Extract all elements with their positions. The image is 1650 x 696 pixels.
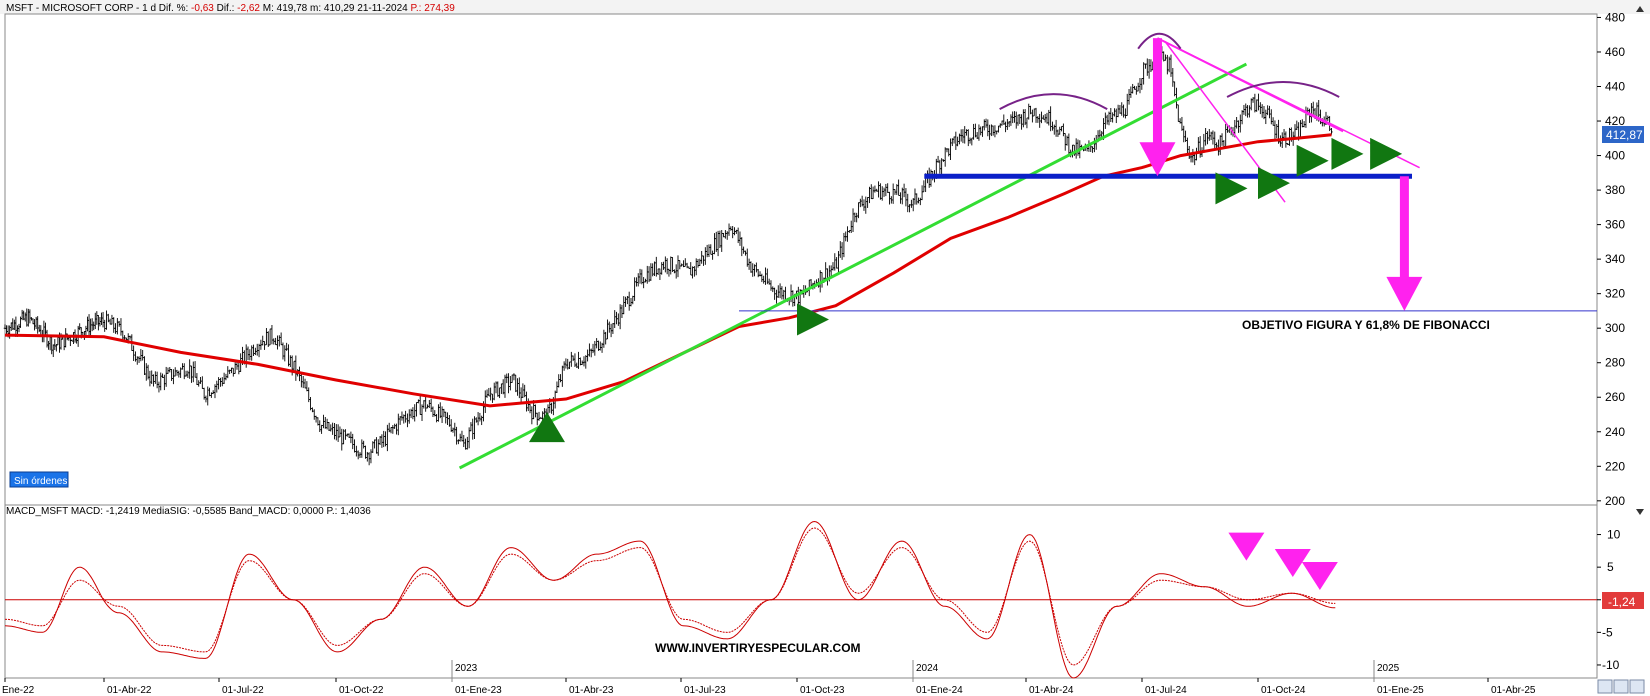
y-tick-label: 260 [1605, 390, 1625, 404]
y-tick-label: 360 [1605, 218, 1625, 232]
buy-marker [1296, 144, 1329, 177]
scroll-up-icon[interactable] [1636, 6, 1644, 12]
x-tick-label: 01-Oct-22 [339, 685, 384, 696]
x-tick-label: 01-Jul-24 [1145, 685, 1187, 696]
target-drop-arrow [1386, 176, 1423, 311]
buy-marker [1370, 137, 1403, 170]
macd-y-tick-label: -5 [1602, 625, 1613, 639]
x-tick-label: 01-Jul-23 [684, 685, 726, 696]
left-shoulder-arc [999, 93, 1108, 111]
buy-marker [1331, 137, 1364, 170]
right-shoulder-arc [1226, 81, 1340, 98]
x-tick-label: 01-Abr-24 [1029, 685, 1074, 696]
y-tick-label: 300 [1605, 321, 1625, 335]
price-y-axis: 200 220 240 260 280 300 320 340 360 380 400 420 440 4… [1597, 10, 1625, 508]
macd-signal-line [4, 527, 1336, 666]
macd-line [4, 520, 1336, 679]
orders-badge[interactable]: Sin órdenes [9, 471, 69, 488]
buy-marker [1258, 167, 1290, 200]
y-tick-label: 400 [1605, 149, 1625, 163]
macd-y-tick-label: -10 [1602, 658, 1620, 672]
chart-overlays [4, 32, 1597, 470]
x-tick-label: 01-Ene-24 [916, 685, 963, 696]
y-tick-label: 220 [1605, 459, 1625, 473]
arrow-shaft [1152, 38, 1162, 145]
price-panel-frame [4, 13, 1598, 507]
y-tick-label: 420 [1605, 114, 1625, 128]
macd-y-axis: 1050-5-10 [1597, 528, 1621, 672]
target-annotation: OBJETIVO FIGURA Y 61,8% DE FIBONACCI [1242, 318, 1490, 332]
x-tick-label: 01-Abr-25 [1491, 685, 1536, 696]
y-tick-label: 280 [1605, 356, 1625, 370]
buy-marker [529, 412, 565, 443]
head-drop-arrow [1139, 38, 1176, 177]
x-tick-label: 01-Abr-22 [107, 685, 152, 696]
buy-marker [1215, 172, 1248, 205]
year-label: 2024 [916, 663, 939, 674]
scroll-down-icon[interactable] [1636, 509, 1644, 515]
sell-marker [1228, 532, 1265, 561]
x-tick-label: 01-Ene-25 [1377, 685, 1424, 696]
last-price-badge: 412,87 [1602, 126, 1644, 143]
x-tick-label: Ene-22 [2, 685, 35, 696]
y-tick-label: 440 [1605, 80, 1625, 94]
x-axis-strip [0, 682, 1650, 696]
macd-value-badge: -1,24 [1602, 592, 1644, 609]
x-tick-label: 01-Ene-23 [455, 685, 502, 696]
watermark: WWW.INVERTIRYESPECULAR.COM [655, 641, 861, 655]
sell-marker [1274, 548, 1311, 577]
macd-y-tick-label: 5 [1607, 560, 1614, 574]
macd-y-tick-label: 10 [1607, 528, 1621, 542]
y-tick-label: 460 [1605, 45, 1625, 59]
buy-marker [797, 303, 829, 336]
time-x-axis: Ene-22 01-Abr-22 01-Jul-22 01-Oct-22 01-Ene-… [2, 660, 1536, 696]
y-tick-label: 380 [1605, 183, 1625, 197]
arrow-head [1139, 142, 1176, 177]
arrow-shaft [1399, 176, 1409, 279]
sell-marker [1301, 561, 1338, 590]
macd-last-value: -1,24 [1608, 595, 1636, 609]
x-tick-label: 01-Oct-23 [800, 685, 845, 696]
y-tick-label: 200 [1605, 494, 1625, 508]
macd-header-text: MACD_MSFT MACD: -1,2419 MediaSIG: -0,558… [6, 506, 371, 517]
last-price-value: 412,87 [1606, 128, 1643, 142]
y-tick-label: 240 [1605, 425, 1625, 439]
x-tick-label: 01-Jul-22 [222, 685, 264, 696]
macd-panel-frame [4, 504, 1598, 679]
y-tick-label: 340 [1605, 252, 1625, 266]
y-tick-label: 480 [1605, 10, 1625, 24]
uptrend-line [458, 62, 1248, 470]
header-text: MSFT - MICROSOFT CORP - 1 d Dif. %: -0,6… [6, 3, 455, 14]
chart-toolbar-icons[interactable] [1597, 679, 1645, 694]
macd-panel [4, 520, 1597, 679]
year-label: 2025 [1377, 663, 1400, 674]
x-tick-label: 01-Oct-24 [1261, 685, 1306, 696]
arrow-head [1386, 276, 1423, 311]
y-tick-label: 320 [1605, 287, 1625, 301]
x-tick-label: 01-Abr-23 [569, 685, 614, 696]
header-bar [0, 0, 1650, 14]
year-label: 2023 [455, 663, 478, 674]
orders-badge-label: Sin órdenes [14, 476, 67, 487]
head-arc [1137, 32, 1182, 50]
